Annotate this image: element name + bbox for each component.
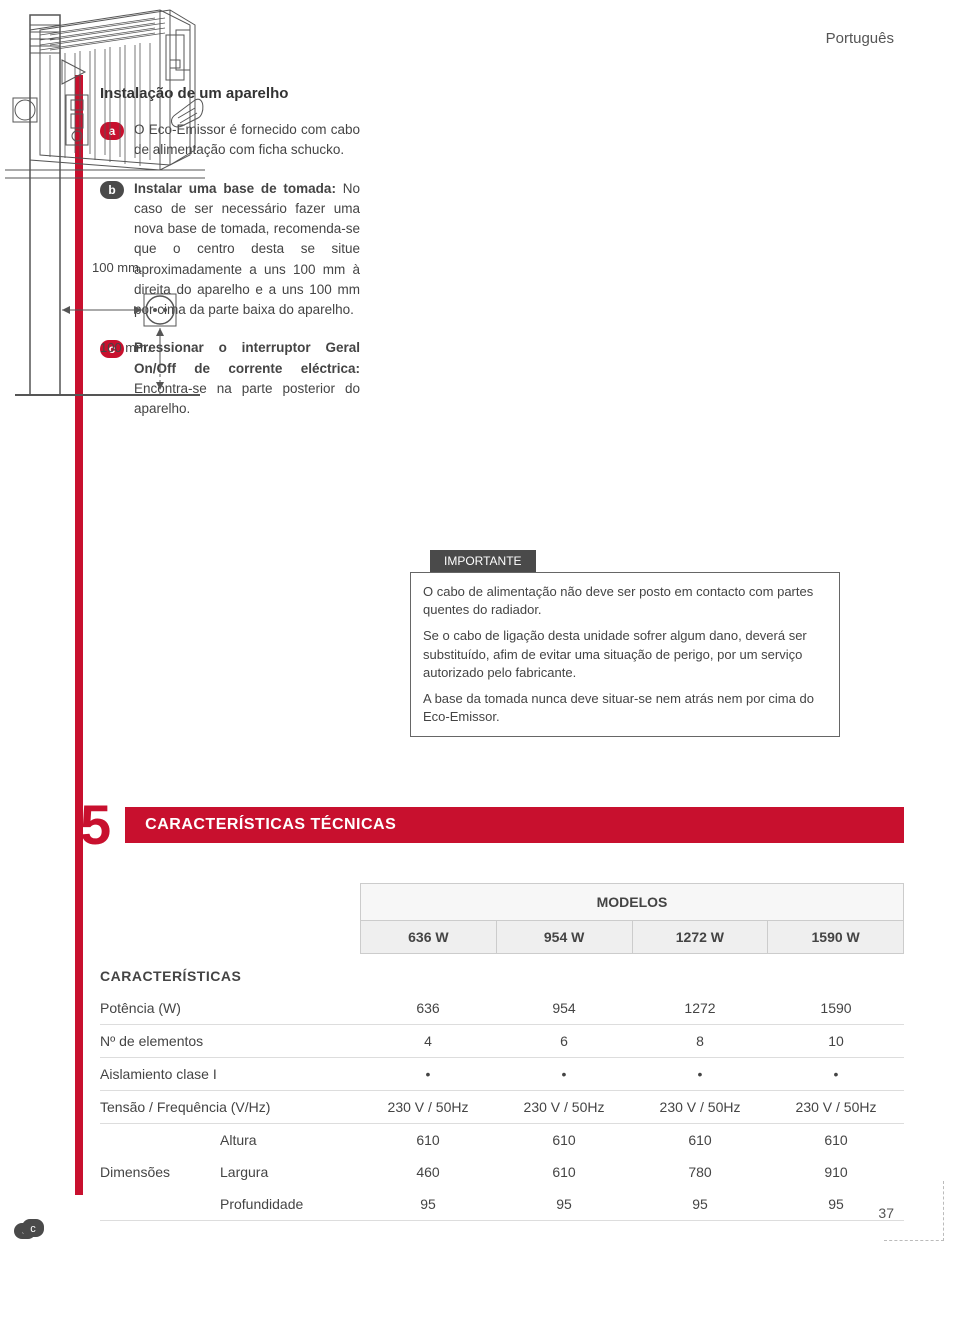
important-body: O cabo de alimentação não deve ser posto… xyxy=(410,572,840,737)
section-5-number: 5 xyxy=(80,797,111,853)
important-tag: IMPORTANTE xyxy=(430,550,536,572)
prof-1: 95 xyxy=(496,1196,632,1212)
row-profundidade: Profundidade 95 95 95 95 xyxy=(100,1188,904,1221)
largura-0: 460 xyxy=(360,1164,496,1180)
diagram-column: 100 mm. 100 mm. a xyxy=(380,120,810,530)
aisl-1: • xyxy=(496,1066,632,1082)
largura-1: 610 xyxy=(496,1164,632,1180)
row-potencia: Potência (W) 636 954 1272 1590 xyxy=(100,992,904,1025)
prof-2: 95 xyxy=(632,1196,768,1212)
important-p2: Se o cabo de ligação desta unidade sofre… xyxy=(423,627,827,682)
row-elementos: Nº de elementos 4 6 8 10 xyxy=(100,1025,904,1058)
section-5-title: CARACTERÍSTICAS TÉCNICAS xyxy=(125,807,904,843)
elementos-3: 10 xyxy=(768,1033,904,1049)
row-tensao-label: Tensão / Frequência (V/Hz) xyxy=(100,1099,270,1115)
potencia-0: 636 xyxy=(360,1000,496,1016)
install-title: Instalação de um aparelho xyxy=(100,85,904,102)
tensao-2: 230 V / 50Hz xyxy=(632,1099,768,1115)
row-aislamiento: Aislamiento clase I • • • • xyxy=(100,1058,904,1091)
important-p1: O cabo de alimentação não deve ser posto… xyxy=(423,583,827,619)
important-box: IMPORTANTE O cabo de alimentação não dev… xyxy=(410,550,840,737)
potencia-2: 1272 xyxy=(632,1000,768,1016)
dim-group-label: Dimensões xyxy=(100,1164,220,1180)
row-potencia-label: Potência (W) xyxy=(100,1000,181,1016)
elementos-2: 8 xyxy=(632,1033,768,1049)
elementos-1: 6 xyxy=(496,1033,632,1049)
model-col-1: 954 W xyxy=(496,921,632,953)
spec-table: MODELOS 636 W 954 W 1272 W 1590 W CARACT… xyxy=(100,883,904,1221)
elementos-0: 4 xyxy=(360,1033,496,1049)
row-largura: Dimensões Largura 460 610 780 910 xyxy=(100,1156,904,1188)
tensao-1: 230 V / 50Hz xyxy=(496,1099,632,1115)
row-aisl-label: Aislamiento clase I xyxy=(100,1066,217,1082)
prof-0: 95 xyxy=(360,1196,496,1212)
diagram-a-dim2: 100 mm. xyxy=(100,340,151,355)
largura-3: 910 xyxy=(768,1164,904,1180)
corner-crop-mark xyxy=(884,1181,944,1241)
diagram-c-label: c xyxy=(22,1221,44,1237)
model-col-0: 636 W xyxy=(361,921,496,953)
aisl-2: • xyxy=(632,1066,768,1082)
tensao-0: 230 V / 50Hz xyxy=(360,1099,496,1115)
row-altura: Altura 610 610 610 610 xyxy=(100,1124,904,1156)
diagram-b: b xyxy=(600,120,810,315)
row-prof-label: Profundidade xyxy=(220,1196,360,1212)
characteristics-header: CARACTERÍSTICAS xyxy=(100,954,904,992)
language-label: Português xyxy=(826,30,894,47)
section-5: 5 CARACTERÍSTICAS TÉCNICAS MODELOS 636 W… xyxy=(100,797,904,1221)
aisl-0: • xyxy=(360,1066,496,1082)
altura-2: 610 xyxy=(632,1132,768,1148)
row-altura-label: Altura xyxy=(220,1132,360,1148)
row-tensao: Tensão / Frequência (V/Hz) 230 V / 50Hz … xyxy=(100,1091,904,1124)
altura-1: 610 xyxy=(496,1132,632,1148)
aisl-3: • xyxy=(768,1066,904,1082)
model-col-3: 1590 W xyxy=(767,921,903,953)
important-p3: A base da tomada nunca deve situar-se ne… xyxy=(423,690,827,726)
largura-2: 780 xyxy=(632,1164,768,1180)
potencia-3: 1590 xyxy=(768,1000,904,1016)
tensao-3: 230 V / 50Hz xyxy=(768,1099,904,1115)
model-col-2: 1272 W xyxy=(632,921,768,953)
diagram-c: c xyxy=(600,325,810,529)
potencia-1: 954 xyxy=(496,1000,632,1016)
row-elementos-label: Nº de elementos xyxy=(100,1033,203,1049)
diagram-a-dim1: 100 mm. xyxy=(92,260,143,275)
models-header: MODELOS xyxy=(361,884,903,921)
altura-0: 610 xyxy=(360,1132,496,1148)
row-largura-label: Largura xyxy=(220,1164,360,1180)
altura-3: 610 xyxy=(768,1132,904,1148)
diagram-a: 100 mm. 100 mm. a xyxy=(380,120,590,530)
